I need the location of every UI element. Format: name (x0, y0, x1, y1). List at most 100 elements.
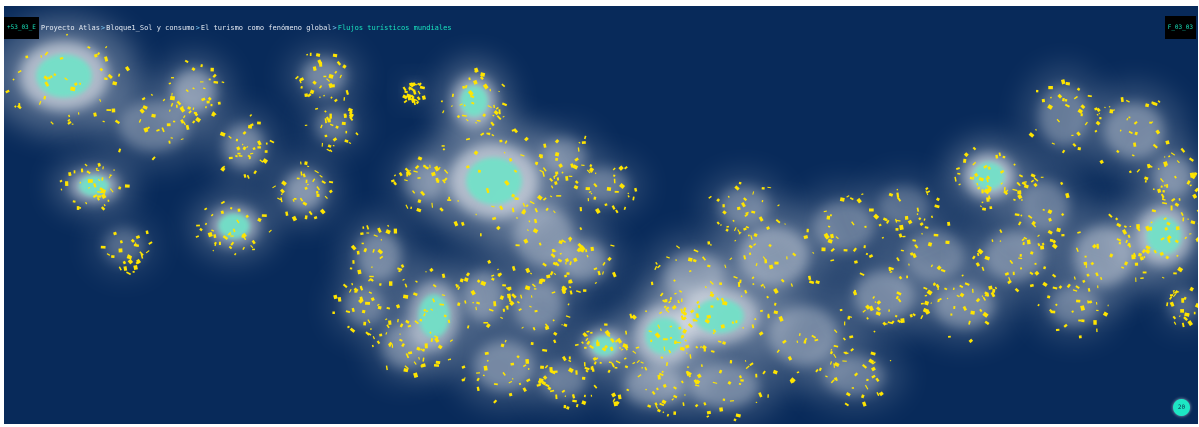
tourist-point (561, 171, 564, 174)
tourist-point (658, 372, 664, 377)
tourist-point (897, 319, 902, 324)
tourism-heatmap[interactable] (4, 6, 1198, 424)
tourist-point (440, 100, 444, 103)
tourist-point (195, 235, 200, 238)
tourist-point (93, 53, 98, 58)
tourist-point (833, 363, 835, 368)
tourist-point (316, 186, 321, 191)
tourist-point (453, 220, 459, 227)
tourist-point (726, 225, 730, 228)
tourist-point (884, 323, 888, 325)
tourist-point (561, 288, 567, 294)
tourist-point (376, 303, 380, 307)
tourist-point (1080, 113, 1083, 117)
tourist-point (554, 181, 558, 186)
tourist-point (972, 255, 976, 260)
breadcrumb-item-proyecto[interactable]: Proyecto Atlas (40, 23, 100, 32)
tourist-point (526, 229, 529, 232)
tourist-point (1030, 179, 1035, 183)
tourist-point (156, 128, 160, 132)
tourist-point (487, 259, 492, 264)
tourist-point (467, 90, 474, 96)
tourist-point (579, 206, 583, 212)
tourist-point (1009, 259, 1014, 265)
tourist-point (839, 308, 843, 312)
tourist-point (366, 225, 370, 230)
tourist-point (856, 197, 862, 204)
tourist-point (261, 214, 267, 217)
tourist-point (988, 195, 991, 200)
tourist-point (842, 360, 847, 362)
tourist-point (537, 194, 543, 201)
tourist-point (319, 174, 323, 178)
tourist-point (1017, 221, 1022, 226)
tourist-point (944, 287, 948, 291)
tourist-point (492, 114, 495, 117)
tourist-point (900, 318, 905, 324)
tourist-point (1080, 104, 1086, 110)
tourist-point (1047, 209, 1053, 215)
tourist-point (989, 206, 993, 210)
tourist-point (1017, 193, 1023, 200)
tourist-point (291, 215, 298, 222)
tourist-point (767, 186, 772, 189)
tourist-point (815, 280, 820, 285)
tourist-point (363, 248, 367, 253)
tourist-point (853, 260, 858, 264)
tourist-point (191, 67, 196, 72)
tourist-point (536, 383, 541, 387)
tourist-point (194, 112, 199, 117)
tourist-point (956, 294, 960, 298)
tourist-point (534, 161, 539, 165)
tourist-point (848, 315, 853, 318)
tourist-point (986, 185, 992, 189)
tourist-point (332, 53, 338, 58)
tourist-point (213, 241, 217, 245)
tourist-point (480, 233, 482, 237)
tourist-point (390, 179, 395, 183)
density-core (119, 101, 189, 151)
tourist-point (568, 175, 573, 178)
tourist-point (469, 94, 475, 99)
target-icon[interactable]: 20 (1173, 399, 1190, 416)
breadcrumb-item-bloque[interactable]: Bloque1_Sol y consumo (106, 23, 195, 32)
tourist-point (549, 177, 554, 182)
tourist-point (441, 145, 445, 147)
tourist-point (717, 340, 722, 343)
tourist-point (610, 338, 615, 343)
tourist-point (864, 225, 867, 228)
tourist-point (565, 262, 567, 265)
tourist-point (341, 121, 346, 126)
tourist-point (701, 256, 707, 261)
tourist-point (668, 300, 672, 304)
tourist-point (1095, 120, 1101, 126)
tourist-point (306, 165, 310, 168)
tourist-point (573, 257, 578, 263)
tourist-point (774, 261, 779, 265)
tourist-point (525, 204, 529, 208)
tourist-point (50, 75, 53, 79)
tourist-point (932, 282, 937, 286)
tourist-point (1195, 236, 1198, 243)
tourist-point (353, 287, 359, 293)
tourist-point (597, 270, 601, 276)
tourist-point (673, 386, 677, 390)
tourist-point (247, 154, 252, 159)
tourist-point (1017, 190, 1022, 195)
tourist-point (843, 249, 848, 252)
tourist-point (613, 401, 619, 407)
tourist-point (887, 321, 893, 325)
tourist-point (704, 286, 707, 289)
tourist-point (357, 269, 362, 275)
tourist-point (325, 116, 330, 122)
tourist-point (934, 204, 940, 209)
tourist-point (890, 320, 895, 325)
tourist-point (285, 211, 289, 216)
tourist-point (1166, 184, 1169, 188)
tourist-point (447, 358, 450, 361)
tourist-point (360, 287, 363, 290)
tourist-point (323, 94, 326, 97)
breadcrumb-item-turismo[interactable]: El turismo como fenómeno global (200, 23, 332, 32)
tourist-point (1104, 106, 1106, 109)
tourist-point (175, 104, 178, 108)
